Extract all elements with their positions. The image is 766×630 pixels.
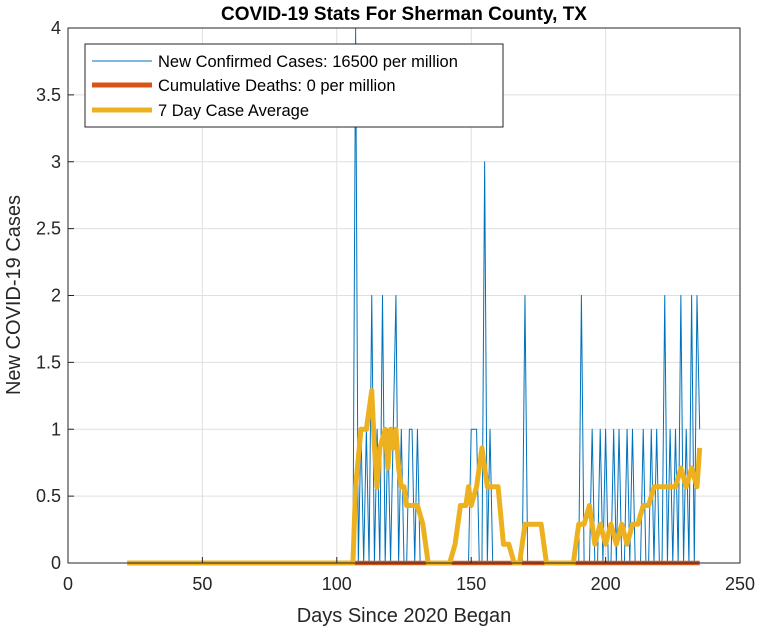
x-tick-label: 0 (63, 574, 73, 594)
y-tick-label: 3.5 (36, 85, 61, 105)
legend: New Confirmed Cases: 16500 per million C… (84, 43, 504, 128)
y-tick-label: 1 (51, 419, 61, 439)
legend-label-deaths: Cumulative Deaths: 0 per million (158, 77, 396, 95)
x-tick-label: 150 (456, 574, 486, 594)
chart-title: COVID-19 Stats For Sherman County, TX (221, 4, 587, 25)
x-tick-label: 100 (322, 574, 352, 594)
legend-box (84, 43, 504, 128)
y-tick-label: 2.5 (36, 219, 61, 239)
x-tick-label: 50 (192, 574, 212, 594)
x-tick-label: 250 (725, 574, 755, 594)
y-tick-label: 2 (51, 286, 61, 306)
x-tick-label: 200 (591, 574, 621, 594)
y-tick-label: 0.5 (36, 486, 61, 506)
x-axis-label: Days Since 2020 Began (297, 605, 512, 627)
y-axis-label: New COVID-19 Cases (3, 195, 25, 395)
legend-label-new-cases: New Confirmed Cases: 16500 per million (158, 53, 458, 71)
legend-label-average: 7 Day Case Average (158, 102, 309, 120)
y-tick-label: 3 (51, 152, 61, 172)
series-7-day-average-line (127, 387, 703, 566)
tick-layer: 0 50 100 150 200 250 0 0.5 1 1.5 2 2.5 3 3.5 4 (36, 18, 755, 594)
y-tick-label: 0 (51, 553, 61, 573)
y-tick-label: 1.5 (36, 352, 61, 372)
y-tick-label: 4 (51, 18, 61, 38)
